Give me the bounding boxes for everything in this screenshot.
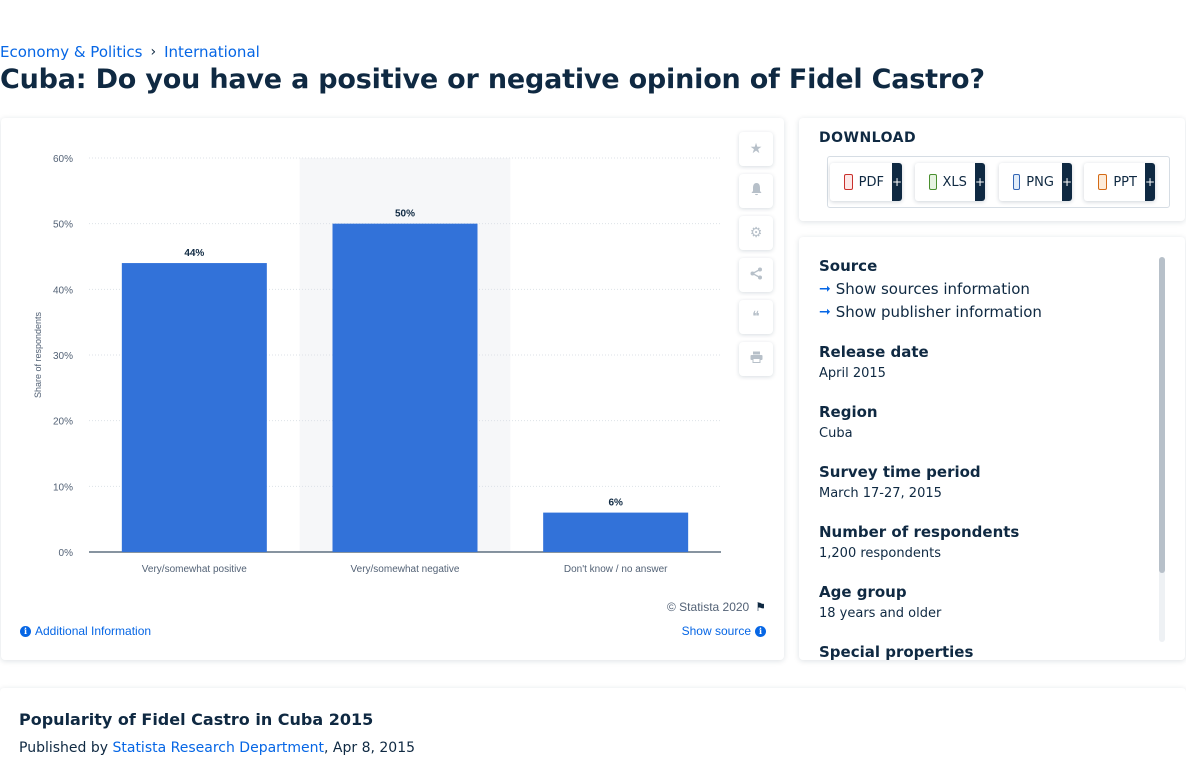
data-label: 50% <box>395 209 415 220</box>
pdf-plus-icon: + <box>891 163 902 201</box>
x-tick-label: Don't know / no answer <box>564 564 668 575</box>
region-label: Region <box>819 403 878 421</box>
breadcrumb-economy-politics[interactable]: Economy & Politics <box>0 43 143 61</box>
ppt-file-icon <box>1098 174 1108 190</box>
additional-information-label: Additional Information <box>35 624 152 638</box>
x-tick-label: Very/somewhat negative <box>351 564 460 575</box>
y-tick-label: 60% <box>53 154 73 165</box>
settings-button[interactable]: ⚙ <box>739 216 773 250</box>
source-label: Source <box>819 257 878 275</box>
download-ppt-label: PPT <box>1113 174 1137 190</box>
print-icon <box>750 351 763 367</box>
bar <box>332 223 478 552</box>
png-plus-icon: + <box>1061 163 1072 201</box>
y-axis-label: Share of respondents <box>33 311 43 398</box>
notification-icon <box>750 182 763 200</box>
additional-information-link[interactable]: i Additional Information <box>20 624 151 638</box>
ppt-plus-icon: + <box>1144 163 1155 201</box>
page-title: Cuba: Do you have a positive or negative… <box>0 64 985 95</box>
breadcrumb-separator: › <box>150 44 157 60</box>
settings-icon: ⚙ <box>749 225 763 241</box>
download-pdf-label: PDF <box>858 174 884 190</box>
info-scrollbar[interactable] <box>1159 257 1165 573</box>
show-source-link[interactable]: Show source i <box>682 624 766 638</box>
bar <box>121 263 267 552</box>
download-png-button[interactable]: PNG + <box>999 163 1072 201</box>
y-tick-label: 10% <box>53 482 73 493</box>
chart-copyright: © Statista 2020 ⚑ <box>667 600 766 614</box>
respondents-label: Number of respondents <box>819 523 1020 541</box>
download-png-label: PNG <box>1026 174 1054 190</box>
pdf-file-icon <box>844 174 853 190</box>
y-tick-label: 0% <box>59 548 74 559</box>
published-by-label: Published by <box>19 740 113 756</box>
show-publisher-label: Show publisher information <box>835 303 1042 321</box>
age-group-label: Age group <box>819 583 907 601</box>
cite-button[interactable]: ❝ <box>739 300 773 334</box>
share-button[interactable] <box>739 258 773 292</box>
bar-chart: 0% 10% 20% 30% 40% 50% 60% Share of respondents… <box>33 154 721 575</box>
statistic-title: Popularity of Fidel Castro in Cuba 2015 <box>19 710 374 729</box>
notification-button[interactable] <box>739 174 773 208</box>
publisher-link[interactable]: Statista Research Department <box>112 740 325 756</box>
data-label: 44% <box>184 248 204 259</box>
y-tick-label: 20% <box>53 417 73 428</box>
print-button[interactable] <box>739 342 773 376</box>
share-icon <box>750 267 763 284</box>
download-options <box>827 156 1170 208</box>
arrow-right-icon: ➞ <box>819 281 831 297</box>
favorite-button[interactable]: ★ <box>739 132 773 166</box>
download-xls-label: XLS <box>942 174 967 190</box>
show-sources-label: Show sources information <box>835 280 1030 298</box>
y-tick-label: 40% <box>53 285 73 296</box>
description-card: Popularity of Fidel Castro in Cuba 2015 … <box>0 688 1186 760</box>
breadcrumb-international[interactable]: International <box>164 43 260 61</box>
publish-date: , Apr 8, 2015 <box>324 740 416 756</box>
age-group-value: 18 years and older <box>819 606 942 621</box>
x-tick-label: Very/somewhat positive <box>142 564 247 575</box>
xls-plus-icon: + <box>974 163 985 201</box>
copyright-text: © Statista 2020 <box>667 600 750 614</box>
region-value: Cuba <box>819 426 853 441</box>
breadcrumb: Economy & Politics › International <box>0 43 260 61</box>
y-tick-label: 50% <box>53 220 73 231</box>
release-date-label: Release date <box>819 343 929 361</box>
arrow-right-icon: ➞ <box>819 304 831 320</box>
y-tick-label: 30% <box>53 351 73 362</box>
statistic-info-card: Source ➞ Show sources information ➞ Show… <box>799 237 1185 660</box>
download-card: DOWNLOAD PDF + XLS + PNG + PPT + <box>799 118 1185 221</box>
flag-icon[interactable]: ⚑ <box>755 600 766 614</box>
survey-period-value: March 17-27, 2015 <box>819 486 942 501</box>
show-sources-link[interactable]: ➞ Show sources information <box>819 280 1154 298</box>
chart-toolbar: ★ ⚙ ❝ <box>739 132 773 376</box>
download-title: DOWNLOAD <box>819 130 917 146</box>
published-by-line: Published by Statista Research Departmen… <box>19 740 415 756</box>
chart-card: 0% 10% 20% 30% 40% 50% 60% Share of respondents… <box>1 118 784 660</box>
download-ppt-button[interactable]: PPT + <box>1084 163 1155 201</box>
cite-icon: ❝ <box>752 309 760 325</box>
survey-period-label: Survey time period <box>819 463 981 481</box>
release-date-value: April 2015 <box>819 366 886 381</box>
favorite-icon: ★ <box>749 141 763 157</box>
show-source-label: Show source <box>681 624 751 638</box>
special-properties-label: Special properties <box>819 643 974 660</box>
png-file-icon <box>1013 174 1021 190</box>
xls-file-icon <box>929 174 937 190</box>
data-label: 6% <box>608 498 623 509</box>
info-content: Source ➞ Show sources information ➞ Show… <box>819 257 1154 660</box>
info-icon: i <box>755 625 766 637</box>
download-xls-button[interactable]: XLS + <box>915 163 985 201</box>
respondents-value: 1,200 respondents <box>819 546 941 561</box>
show-publisher-link[interactable]: ➞ Show publisher information <box>819 303 1154 321</box>
info-icon: i <box>20 625 31 637</box>
download-pdf-button[interactable]: PDF + <box>830 163 902 201</box>
bar <box>543 512 689 552</box>
